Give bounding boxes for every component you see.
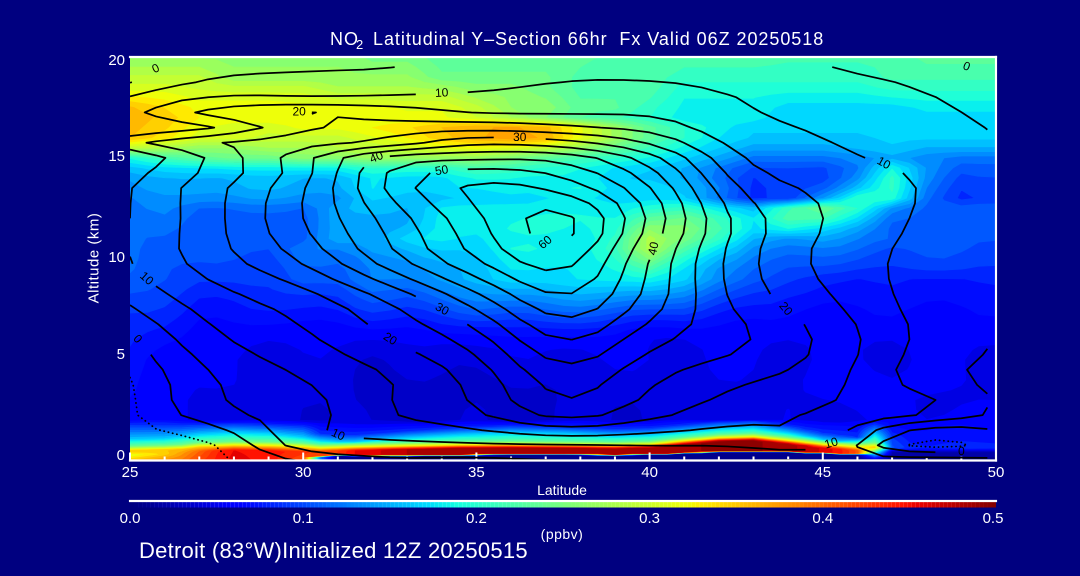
svg-text:50: 50 (434, 162, 450, 178)
svg-text:30: 30 (433, 299, 452, 318)
svg-text:10: 10 (875, 153, 894, 172)
svg-text:10: 10 (823, 434, 840, 451)
svg-text:10: 10 (329, 425, 347, 443)
svg-text:40: 40 (367, 148, 385, 166)
svg-text:0: 0 (961, 59, 973, 75)
svg-text:40: 40 (645, 240, 662, 256)
svg-text:20: 20 (293, 105, 307, 119)
svg-text:0: 0 (958, 444, 965, 458)
svg-text:10: 10 (435, 85, 449, 100)
svg-text:30: 30 (513, 130, 527, 144)
